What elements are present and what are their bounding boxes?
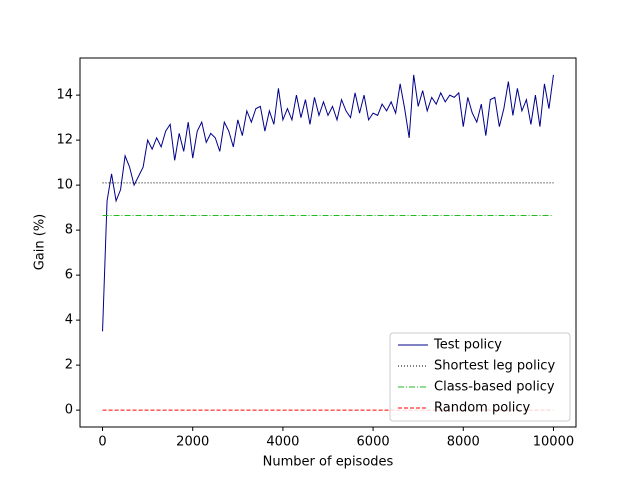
y-tick-label: 8 bbox=[65, 223, 73, 238]
y-tick-label: 2 bbox=[65, 358, 73, 373]
series-line bbox=[102, 74, 554, 332]
y-tick-label: 0 bbox=[65, 403, 73, 418]
legend-label: Random policy bbox=[434, 401, 531, 416]
y-tick-label: 6 bbox=[65, 268, 73, 283]
x-tick-label: 4000 bbox=[266, 435, 299, 450]
legend-label: Class-based policy bbox=[434, 380, 555, 395]
x-tick-label: 10000 bbox=[533, 435, 574, 450]
x-tick-label: 6000 bbox=[357, 435, 390, 450]
legend-box bbox=[389, 332, 571, 422]
y-tick-label: 14 bbox=[56, 88, 73, 103]
y-tick-label: 4 bbox=[65, 313, 73, 328]
x-tick-label: 8000 bbox=[447, 435, 480, 450]
legend-label: Test policy bbox=[433, 338, 502, 353]
y-tick-label: 10 bbox=[56, 178, 73, 193]
y-tick-label: 12 bbox=[56, 133, 73, 148]
x-tick-label: 2000 bbox=[176, 435, 209, 450]
x-tick-label: 0 bbox=[98, 435, 106, 450]
legend-label: Shortest leg policy bbox=[434, 359, 555, 374]
y-axis-label: Gain (%) bbox=[33, 214, 48, 271]
x-axis-label: Number of episodes bbox=[263, 455, 394, 470]
plot-frame bbox=[79, 57, 577, 428]
